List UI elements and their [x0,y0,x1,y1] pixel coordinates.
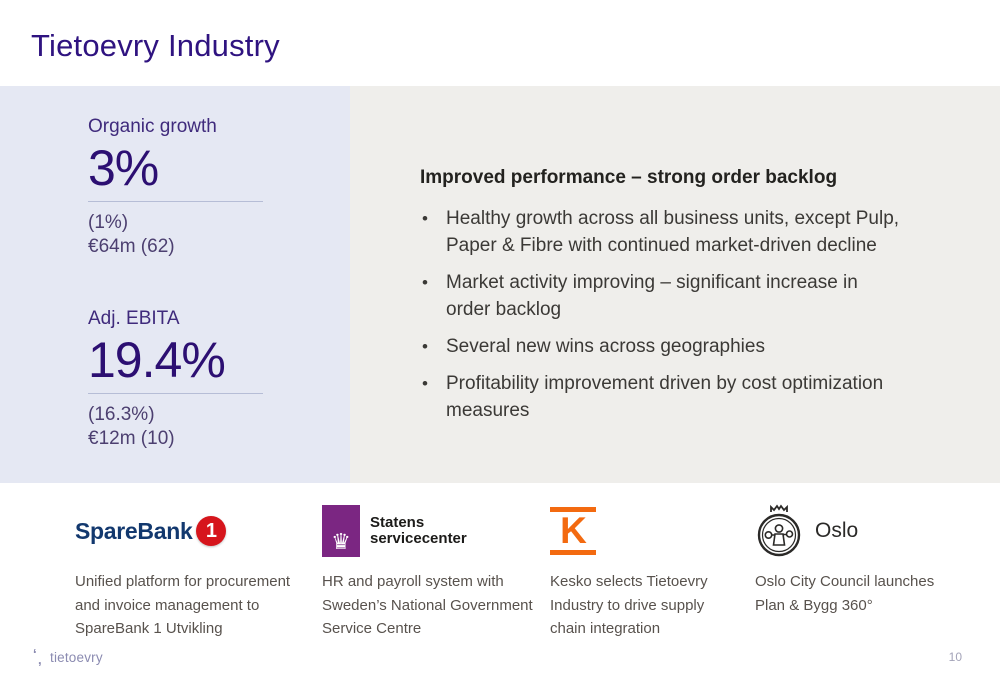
stats-panel: Organic growth 3% (1%) €64m (62) Adj. EB… [0,86,350,483]
stat-label: Adj. EBITA [88,308,180,329]
sparebank-one-icon: 1 [196,516,227,546]
kesko-bottom-bar [550,550,596,555]
stat-organic-growth: Organic growth 3% (1%) €64m (62) [88,116,350,258]
stat-previous-value: (16.3%) [88,404,155,425]
kesko-k-letter: K [560,510,587,551]
bullet-item: Several new wins across geographies [420,333,905,360]
stat-adj-ebita: Adj. EBITA 19.4% (16.3%) €12m (10) [88,308,350,450]
stat-previous-value: (1%) [88,212,129,233]
highlights-panel: Improved performance – strong order back… [350,86,1000,483]
kesko-logo: K [550,500,718,562]
stat-divider [88,393,263,394]
statens-wordmark-line2: servicecenter [370,530,467,547]
crown-icon: ♛ [331,529,351,554]
customer-win-description: Kesko selects Tietoevry Industry to driv… [550,573,708,637]
highlights-heading: Improved performance – strong order back… [420,167,838,188]
bullet-item: Profitability improvement driven by cost… [420,370,905,424]
page-number: 10 [948,650,962,664]
statens-square: ♛ [322,505,360,557]
oslo-seal-icon [757,504,801,557]
kesko-top-bar [550,507,596,512]
customer-win-description: HR and payroll system with Sweden’s Nati… [322,573,533,637]
customer-win-oslo: Oslo Oslo City Council launches Plan & B… [755,500,945,617]
customer-win-sparebank: SpareBank 1 Unified platform for procure… [75,500,307,641]
customer-win-description: Oslo City Council launches Plan & Bygg 3… [755,573,935,614]
stat-value: 19.4% [88,332,226,388]
sparebank-wordmark: SpareBank [75,517,193,544]
customer-win-description: Unified platform for procurement and inv… [75,573,291,637]
tietoevry-wordmark: tietoevry [50,650,103,665]
page-title: Tietoevry Industry [31,28,280,63]
highlights-bullet-list: Healthy growth across all business units… [420,205,905,424]
oslo-logo: Oslo [755,500,945,562]
oslo-wordmark: Oslo [815,519,859,542]
bullet-item: Healthy growth across all business units… [420,205,905,259]
bullet-item: Market activity improving – significant … [420,269,905,323]
statens-servicecenter-logo: ♛ Statens servicecenter [322,500,537,562]
statens-wordmark: Statens servicecenter [370,515,467,547]
stat-label: Organic growth [88,116,217,137]
stat-value: 3% [88,140,159,196]
customer-win-statens: ♛ Statens servicecenter HR and payroll s… [322,500,537,641]
statens-wordmark-line1: Statens [370,514,425,531]
sparebank1-logo: SpareBank 1 [75,500,307,562]
tietoevry-logo: ,, tietoevry [33,648,103,667]
customer-win-kesko: K Kesko selects Tietoevry Industry to dr… [550,500,718,641]
stat-amount: €64m (62) [88,235,175,257]
stat-amount: €12m (10) [88,427,175,449]
stat-divider [88,201,263,202]
tietoevry-mark-icon: ,, [33,648,42,667]
